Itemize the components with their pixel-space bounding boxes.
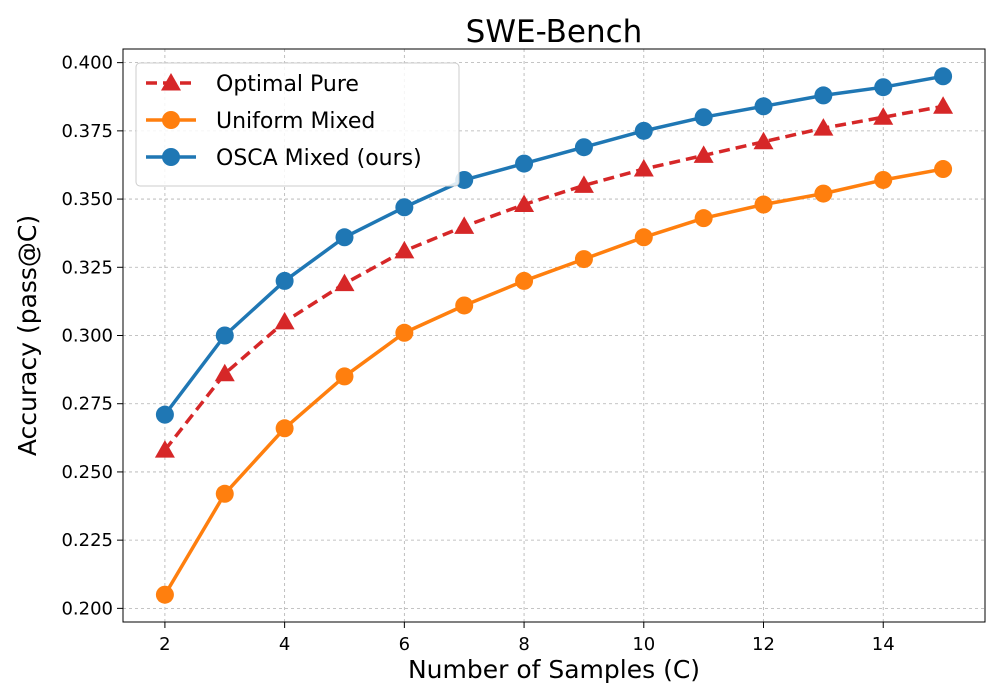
legend-marker (161, 73, 181, 91)
data-point (934, 160, 953, 179)
y-tick-label: 0.200 (61, 598, 113, 619)
data-point (754, 97, 773, 116)
data-point (694, 209, 713, 228)
data-point (934, 67, 953, 86)
y-tick-label: 0.350 (61, 189, 113, 210)
data-point (874, 170, 893, 189)
data-point (633, 159, 654, 177)
legend-box (135, 62, 460, 187)
x-tick-label: 2 (159, 634, 170, 655)
y-tick-label: 0.325 (61, 257, 113, 278)
legend-label: Uniform Mixed (216, 109, 375, 134)
x-axis-label: Number of Samples (C) (408, 655, 700, 684)
data-point (574, 138, 593, 157)
y-tick-label: 0.250 (61, 462, 113, 483)
legend-label: OSCA Mixed (ours) (216, 146, 422, 171)
data-point (335, 228, 354, 247)
legend-marker (162, 148, 180, 166)
y-tick-label: 0.225 (61, 530, 113, 551)
data-point (214, 363, 235, 382)
legend-item: Optimal Pure (146, 72, 359, 97)
data-point (394, 240, 415, 259)
data-point (634, 228, 653, 247)
legend-label: Optimal Pure (216, 72, 359, 97)
data-point (693, 145, 714, 163)
y-tick-label: 0.300 (61, 326, 113, 347)
x-tick-label: 4 (279, 634, 290, 655)
data-point (275, 419, 294, 438)
data-point (274, 311, 295, 330)
legend-item: OSCA Mixed (ours) (146, 146, 422, 171)
data-point (454, 216, 475, 234)
x-tick-label: 12 (752, 634, 775, 655)
legend-item: Uniform Mixed (146, 109, 375, 134)
data-point (155, 405, 174, 424)
y-tick-label: 0.400 (61, 53, 113, 74)
y-axis-label: Accuracy (pass@C) (13, 215, 42, 456)
series-line-osca-mixed-ours (163, 74, 944, 416)
y-tick-label: 0.375 (61, 121, 113, 142)
data-point (515, 154, 534, 173)
series-line-optimal-pure (163, 104, 944, 452)
series-uniform-mixed (155, 160, 953, 604)
data-point (754, 195, 773, 214)
x-tick-label: 10 (632, 634, 655, 655)
chart-title: SWE-Bench (466, 14, 643, 50)
series-osca-mixed-ours (155, 67, 953, 424)
series-optimal-pure (154, 96, 954, 458)
data-point (155, 585, 174, 604)
x-tick-label: 8 (518, 634, 529, 655)
data-point (574, 250, 593, 269)
data-point (395, 323, 414, 342)
data-point (694, 108, 713, 127)
legend-marker (162, 111, 180, 129)
legend: Optimal Pure Uniform Mixed OSCA Mixed (our… (135, 62, 460, 187)
data-point (395, 198, 414, 217)
x-tick-label: 14 (872, 634, 895, 655)
x-tick-label: 6 (399, 634, 410, 655)
data-point (514, 194, 535, 213)
data-point (275, 271, 294, 290)
data-point (634, 121, 653, 140)
data-point (813, 118, 834, 136)
data-point (874, 78, 893, 97)
series-line-uniform-mixed (163, 167, 944, 596)
data-point (215, 326, 234, 345)
data-point (573, 175, 594, 193)
data-point (455, 296, 474, 315)
axis-ticks: 2 4 6 8 10 12 14 0.200 0.225 0.250 0.275 0.300 0.325… (61, 53, 894, 655)
data-point (933, 96, 954, 114)
data-point (455, 170, 474, 189)
series-lines (154, 67, 954, 604)
data-point (873, 107, 894, 125)
data-point (753, 131, 774, 150)
data-point (154, 440, 175, 458)
y-tick-label: 0.275 (61, 394, 113, 415)
data-point (215, 484, 234, 503)
data-point (515, 271, 534, 290)
data-point (814, 184, 833, 203)
data-point (814, 86, 833, 105)
data-point (334, 273, 355, 292)
data-point (335, 367, 354, 386)
